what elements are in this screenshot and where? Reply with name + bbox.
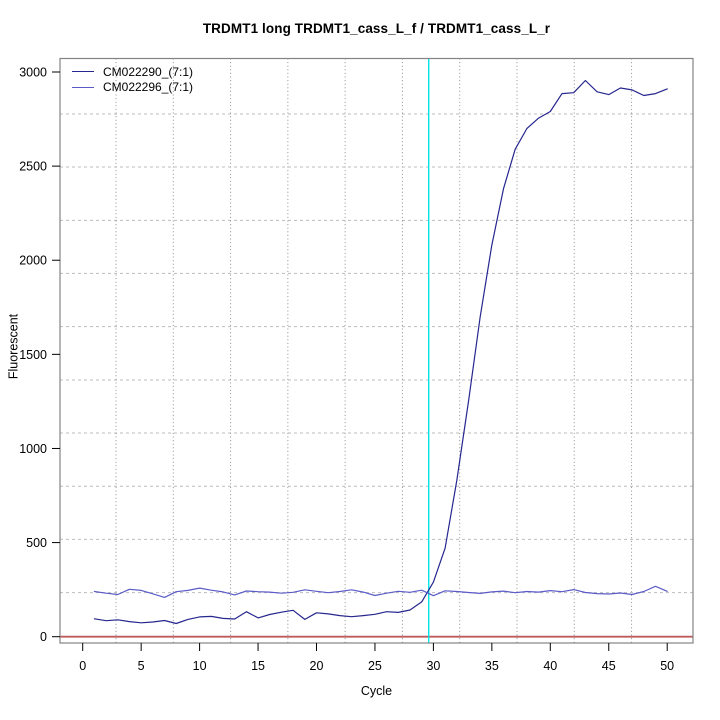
series2-line-swatch bbox=[72, 86, 94, 88]
y-tick-label: 1500 bbox=[19, 348, 47, 362]
x-tick-label: 45 bbox=[602, 659, 616, 673]
legend-item: CM022296_(7:1) bbox=[72, 80, 193, 96]
x-tick-label: 0 bbox=[79, 659, 86, 673]
x-tick-label: 40 bbox=[543, 659, 557, 673]
x-tick-label: 25 bbox=[368, 659, 382, 673]
y-axis-title: Fluorescent bbox=[6, 313, 21, 380]
series1-label: CM022290_(7:1) bbox=[103, 64, 194, 79]
legend: CM022290_(7:1) CM022296_(7:1) bbox=[72, 64, 193, 95]
plot-box bbox=[59, 57, 694, 644]
x-tick-label: 20 bbox=[310, 659, 324, 673]
series-line-1 bbox=[93, 79, 668, 625]
series1-line-swatch bbox=[72, 71, 94, 73]
y-tick-label: 2000 bbox=[19, 254, 47, 268]
series2-label: CM022296_(7:1) bbox=[103, 80, 194, 95]
x-tick-label: 10 bbox=[193, 659, 207, 673]
series-line-2 bbox=[93, 585, 668, 599]
x-tick-label: 30 bbox=[426, 659, 440, 673]
x-tick-label: 50 bbox=[660, 659, 674, 673]
x-tick-label: 15 bbox=[251, 659, 265, 673]
y-tick-label: 500 bbox=[26, 536, 47, 550]
y-tick-label: 1000 bbox=[19, 442, 47, 456]
y-tick-label: 2500 bbox=[19, 160, 47, 174]
chart-title: TRDMT1 long TRDMT1_cass_L_f / TRDMT1_cas… bbox=[202, 21, 551, 36]
y-tick-label: 0 bbox=[40, 630, 47, 644]
x-axis-title: Cycle bbox=[360, 684, 393, 698]
x-tick-label: 5 bbox=[138, 659, 145, 673]
legend-item: CM022290_(7:1) bbox=[72, 64, 193, 80]
y-tick-label: 3000 bbox=[19, 66, 47, 80]
x-tick-label: 35 bbox=[485, 659, 499, 673]
